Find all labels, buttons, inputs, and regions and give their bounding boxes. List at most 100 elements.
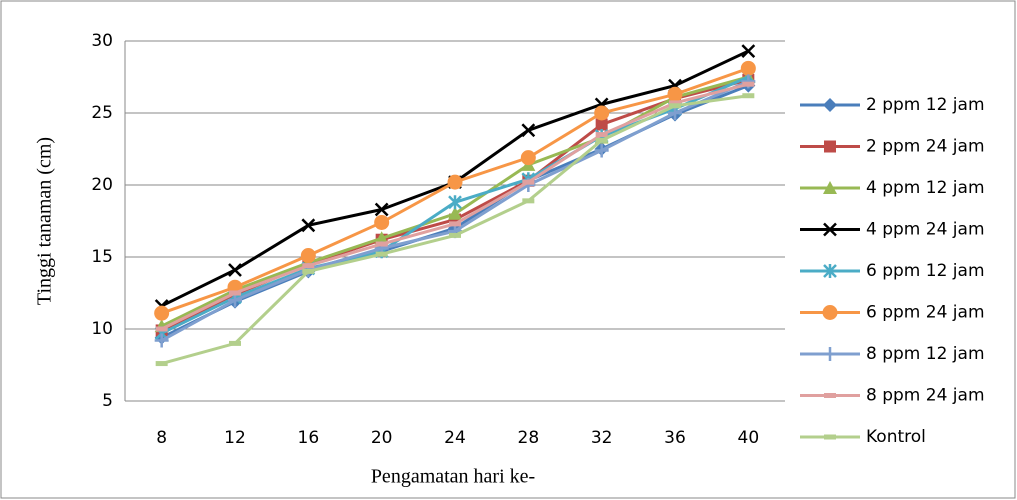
marker [823,222,837,237]
marker-shape [155,326,168,332]
marker [229,340,241,346]
marker-shape [522,179,535,185]
marker [374,202,389,217]
marker-shape [155,361,168,367]
marker-shape [822,305,838,320]
marker [823,347,837,361]
marker [302,263,315,269]
x-tick-label: 36 [664,428,686,448]
marker [824,393,836,398]
legend-label: 8 ppm 24 jam [866,386,985,406]
legend-label: Kontrol [866,427,926,447]
y-tick-label: 15 [91,247,113,267]
marker-shape [595,118,608,131]
marker-shape [447,174,463,190]
legend-label: 6 ppm 24 jam [866,303,985,323]
marker-shape [448,195,462,210]
marker-shape [449,221,461,227]
marker-shape [595,132,608,138]
marker [447,174,463,190]
marker [742,81,755,87]
marker-shape [449,232,461,238]
legend-label: 2 ppm 24 jam [866,137,985,157]
marker [595,118,608,131]
marker [668,106,682,120]
marker-shape [823,264,837,278]
y-tick-label: 10 [91,319,113,339]
marker-shape [374,231,389,245]
legend-label: 4 ppm 12 jam [866,178,985,198]
marker-shape [669,103,681,109]
marker [301,218,316,233]
marker-shape [374,202,389,217]
marker-shape [521,123,536,138]
x-tick-label: 24 [444,428,466,448]
marker-shape [740,60,756,76]
marker-shape [448,206,462,220]
marker-shape [229,340,241,346]
marker-shape [154,333,169,348]
marker-shape [742,81,755,87]
marker [374,231,389,245]
marker-shape [594,143,609,158]
marker-shape [823,181,837,194]
x-tick-label: 32 [591,428,613,448]
marker [741,44,756,58]
y-tick-label: 25 [91,103,113,123]
marker-shape [742,93,755,99]
marker-shape [668,106,682,120]
marker [595,132,608,138]
marker-shape [154,305,170,321]
marker-shape [228,263,242,277]
marker [520,150,536,166]
x-tick-label: 28 [518,428,540,448]
marker [740,60,756,76]
marker-shape [520,150,536,166]
marker-shape [824,393,836,398]
marker [448,195,462,210]
marker-shape [824,140,836,153]
marker-shape [823,347,837,361]
marker [669,103,681,109]
marker [449,221,461,227]
x-tick-label: 20 [371,428,393,448]
marker [742,93,755,99]
marker [229,290,241,296]
marker-shape [522,198,535,204]
marker-shape [667,86,683,102]
marker-shape [669,100,681,106]
marker-shape [228,293,242,308]
x-tick-label: 8 [156,428,167,448]
x-tick-label: 12 [224,428,246,448]
marker [594,105,610,121]
marker-shape [375,251,388,257]
marker [155,361,168,367]
marker [669,100,681,106]
marker [449,232,461,238]
marker [823,264,837,278]
marker [300,248,316,264]
marker [448,206,462,220]
x-tick-label: 40 [738,428,760,448]
marker [823,181,837,194]
marker [228,293,242,308]
marker [154,305,170,321]
marker [521,123,536,138]
legend-label: 8 ppm 12 jam [866,344,985,364]
marker-shape [374,214,390,230]
marker [228,263,242,277]
marker-shape [375,241,388,247]
legend-label: 2 ppm 12 jam [866,95,985,115]
marker-shape [823,98,837,112]
x-axis-title: Pengamatan hari ke- [371,466,535,488]
y-tick-label: 20 [91,175,113,195]
marker-shape [594,105,610,121]
x-tick-label: 16 [298,428,320,448]
y-tick-label: 30 [91,31,113,51]
y-axis-title: Tinggi tanaman (cm) [34,137,56,305]
marker [302,268,315,274]
marker [155,326,168,332]
marker [823,98,837,112]
